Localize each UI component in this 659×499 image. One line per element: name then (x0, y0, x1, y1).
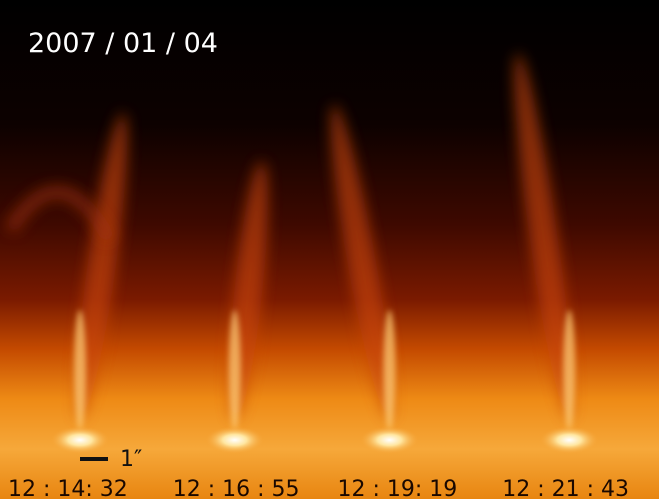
time-label: 12 : 21 : 43 (502, 477, 629, 499)
panel: 12 : 19: 19 (320, 0, 495, 499)
footpoint (539, 426, 599, 454)
scale-label: 1″ (120, 447, 142, 472)
jet-core (229, 310, 241, 430)
jet-core (384, 310, 396, 430)
panel: 12 : 14: 32 (0, 0, 166, 499)
footpoint (360, 426, 420, 454)
panel: 12 : 21 : 43 (494, 0, 659, 499)
time-label: 12 : 16 : 55 (173, 477, 300, 499)
panels: 12 : 14: 32 12 : 16 : 55 12 : 19: 19 12 : 2… (0, 0, 659, 499)
footpoint (50, 426, 110, 454)
jet-core (74, 310, 86, 430)
time-label: 12 : 19: 19 (338, 477, 458, 499)
date-label: 2007 / 01 / 04 (28, 28, 218, 59)
panel: 12 : 16 : 55 (165, 0, 331, 499)
time-label: 12 : 14: 32 (8, 477, 128, 499)
panel-background (0, 0, 166, 499)
jet-core (563, 310, 575, 430)
footpoint (205, 426, 265, 454)
solar-image: 12 : 14: 32 12 : 16 : 55 12 : 19: 19 12 : 2… (0, 0, 659, 499)
